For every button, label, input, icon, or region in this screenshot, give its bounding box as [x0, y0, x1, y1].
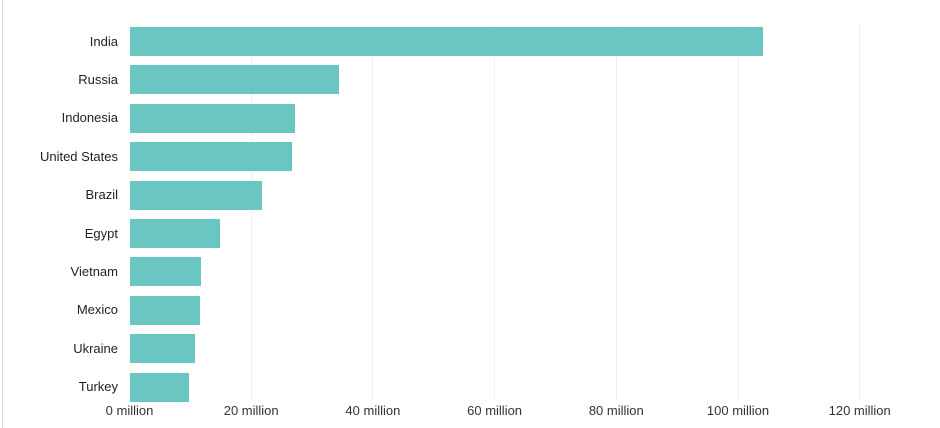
gridline: [615, 25, 617, 400]
category-label: Indonesia: [61, 110, 118, 126]
x-tick-label: 60 million: [467, 403, 523, 418]
bar: [129, 295, 201, 325]
category-label: Turkey: [78, 379, 118, 395]
bar: [129, 219, 221, 248]
bar: [129, 27, 763, 56]
x-tick-label: 40 million: [345, 403, 401, 418]
bar: [129, 142, 292, 172]
category-label: United States: [39, 148, 118, 164]
bar: [129, 334, 196, 364]
category-label: Egypt: [84, 225, 118, 241]
category-label: Mexico: [76, 302, 118, 318]
x-tick-label: 0 million: [105, 403, 154, 418]
bar: [129, 103, 295, 133]
card-left-border: [2, 0, 3, 428]
x-tick-label: 100 million: [706, 403, 770, 418]
category-label: Brazil: [85, 187, 118, 203]
bar: [129, 372, 190, 402]
x-tick-label: 20 million: [223, 403, 279, 418]
category-label: Ukraine: [73, 340, 118, 356]
x-tick-label: 120 million: [828, 403, 891, 418]
x-tick-label: 80 million: [588, 403, 644, 418]
gridline: [737, 25, 739, 400]
bar: [129, 65, 339, 95]
gridline: [859, 25, 861, 400]
gridline: [372, 25, 374, 400]
bar: [129, 257, 202, 287]
category-label: Vietnam: [70, 263, 118, 279]
bar: [129, 180, 263, 210]
gridline: [250, 25, 252, 400]
category-label: Russia: [78, 71, 118, 87]
gridline: [494, 25, 496, 400]
category-label: India: [89, 33, 118, 49]
